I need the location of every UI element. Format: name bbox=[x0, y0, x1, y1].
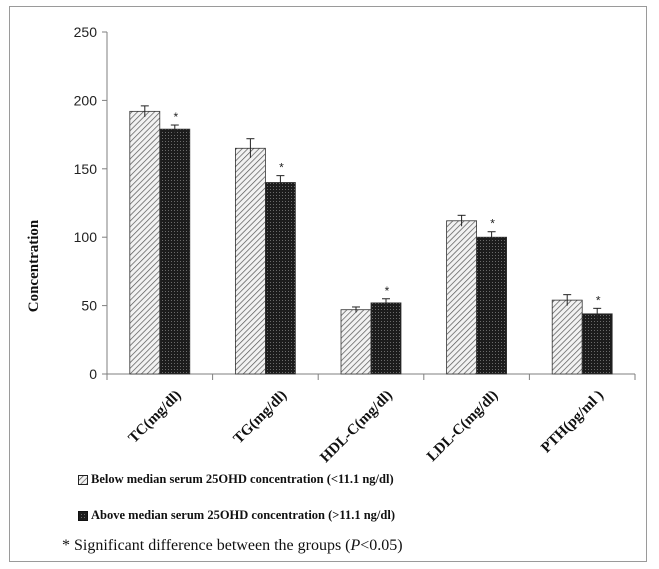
legend-item-below: Below median serum 25OHD concentration (… bbox=[78, 472, 394, 487]
y-tick-label: 250 bbox=[74, 24, 98, 40]
y-tick-label: 50 bbox=[81, 298, 97, 314]
legend-swatch-dark bbox=[78, 510, 88, 521]
axes bbox=[102, 31, 636, 380]
y-tick-label: 100 bbox=[74, 229, 98, 245]
legend-label-below: Below median serum 25OHD concentration (… bbox=[91, 472, 394, 486]
note-p-italic: P bbox=[350, 537, 361, 554]
significance-star: * bbox=[279, 161, 284, 175]
bar-below bbox=[234, 147, 266, 375]
x-category-label: HDL-C(mg/dl) bbox=[317, 388, 395, 466]
x-category-label: PTH(pg/ml ) bbox=[538, 388, 607, 457]
bar-above bbox=[370, 302, 402, 375]
legend-swatch-hatched bbox=[78, 474, 88, 485]
significance-star: * bbox=[173, 110, 178, 124]
x-category-label: LDL-C(mg/dl) bbox=[424, 388, 501, 465]
x-category-label: TG(mg/dl) bbox=[231, 388, 291, 448]
bar-above bbox=[159, 128, 191, 375]
note-prefix: * Significant difference between the gro… bbox=[62, 537, 351, 554]
bar-above bbox=[581, 313, 613, 375]
bars bbox=[129, 105, 613, 375]
legend-item-above: Above median serum 25OHD concentration (… bbox=[78, 508, 395, 523]
bar-below bbox=[551, 299, 583, 375]
bar-above bbox=[264, 182, 296, 375]
significance-note: * Significant difference between the gro… bbox=[62, 537, 403, 555]
figure-frame bbox=[9, 6, 647, 562]
bar-below bbox=[446, 220, 478, 375]
legend-label-above: Above median serum 25OHD concentration (… bbox=[91, 508, 395, 522]
significance-star: * bbox=[385, 284, 390, 298]
y-axis-label: Concentration bbox=[26, 219, 42, 312]
bar-below bbox=[129, 110, 161, 375]
bar-below bbox=[340, 309, 372, 375]
y-tick-label: 0 bbox=[89, 366, 97, 382]
y-tick-label: 150 bbox=[74, 161, 98, 177]
note-suffix: <0.05) bbox=[360, 537, 403, 554]
bar-above bbox=[476, 236, 508, 375]
significance-star: * bbox=[490, 217, 495, 231]
y-tick-label: 200 bbox=[74, 92, 98, 108]
x-category-label: TC(mg/dl) bbox=[126, 388, 185, 447]
significance-star: * bbox=[596, 293, 601, 307]
